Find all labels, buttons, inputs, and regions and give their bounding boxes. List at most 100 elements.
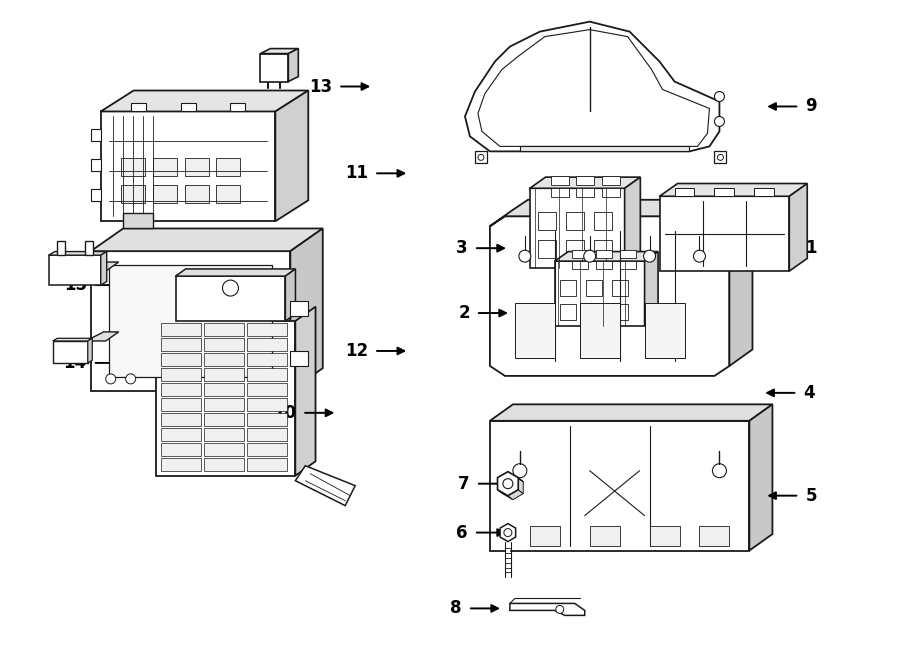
Bar	[121, 185, 145, 204]
Bar	[560, 280, 576, 296]
Bar	[204, 428, 244, 441]
Bar	[590, 525, 619, 545]
Bar	[58, 345, 83, 359]
Bar	[184, 185, 209, 204]
Polygon shape	[602, 188, 620, 197]
Text: 5: 5	[806, 486, 817, 504]
Polygon shape	[490, 421, 750, 551]
Circle shape	[503, 479, 513, 488]
Polygon shape	[91, 189, 101, 201]
Bar	[699, 525, 729, 545]
Polygon shape	[508, 472, 523, 482]
Bar	[184, 159, 209, 176]
Text: 15: 15	[64, 276, 86, 294]
Polygon shape	[490, 200, 752, 226]
Text: 8: 8	[451, 600, 462, 617]
Polygon shape	[577, 188, 594, 197]
Polygon shape	[230, 104, 246, 112]
Bar	[248, 428, 287, 441]
Bar	[248, 353, 287, 366]
Text: 10: 10	[274, 404, 296, 422]
Polygon shape	[490, 216, 729, 376]
Text: 9: 9	[806, 97, 817, 116]
Polygon shape	[660, 196, 789, 271]
Bar	[153, 159, 176, 176]
Polygon shape	[465, 22, 719, 151]
Polygon shape	[715, 188, 734, 196]
Circle shape	[513, 464, 526, 478]
Bar	[248, 443, 287, 455]
Bar	[109, 265, 273, 377]
Polygon shape	[498, 490, 513, 500]
Polygon shape	[49, 252, 107, 255]
Polygon shape	[88, 338, 93, 363]
Text: 11: 11	[346, 165, 368, 182]
Polygon shape	[572, 260, 589, 268]
Bar	[566, 212, 584, 230]
Bar	[248, 323, 287, 336]
Bar	[594, 212, 612, 230]
Polygon shape	[510, 603, 585, 615]
Polygon shape	[285, 269, 295, 321]
Circle shape	[519, 250, 531, 262]
Bar	[538, 212, 556, 230]
Polygon shape	[181, 104, 195, 112]
Polygon shape	[729, 210, 752, 366]
Bar	[204, 323, 244, 336]
Bar	[153, 185, 176, 204]
Polygon shape	[554, 252, 658, 261]
Circle shape	[717, 155, 724, 161]
Polygon shape	[577, 176, 594, 185]
Polygon shape	[596, 250, 612, 258]
Polygon shape	[530, 188, 625, 268]
Polygon shape	[91, 251, 291, 391]
Polygon shape	[291, 301, 309, 316]
Polygon shape	[91, 130, 101, 141]
Bar	[612, 280, 627, 296]
Polygon shape	[295, 466, 356, 506]
Polygon shape	[86, 262, 119, 271]
Circle shape	[504, 529, 512, 537]
Text: 14: 14	[64, 354, 86, 372]
Polygon shape	[176, 276, 285, 321]
Polygon shape	[620, 260, 636, 268]
Polygon shape	[123, 214, 153, 229]
Polygon shape	[500, 524, 516, 541]
Bar	[160, 368, 201, 381]
Bar	[160, 323, 201, 336]
Polygon shape	[101, 252, 107, 285]
Bar	[204, 413, 244, 426]
Polygon shape	[754, 188, 774, 196]
Circle shape	[478, 155, 484, 161]
Polygon shape	[91, 159, 101, 171]
Bar	[160, 398, 201, 411]
Bar	[217, 159, 240, 176]
Polygon shape	[498, 472, 518, 496]
Bar	[515, 303, 554, 358]
Text: 7: 7	[458, 475, 470, 492]
Bar	[160, 457, 201, 471]
Text: 1: 1	[806, 239, 817, 257]
Polygon shape	[49, 255, 101, 285]
Polygon shape	[291, 229, 323, 391]
Polygon shape	[57, 241, 65, 255]
Polygon shape	[101, 112, 275, 221]
Polygon shape	[644, 252, 658, 326]
Polygon shape	[156, 321, 295, 476]
Bar	[121, 159, 145, 176]
Circle shape	[694, 250, 706, 262]
Bar	[530, 525, 560, 545]
Circle shape	[222, 280, 239, 296]
Polygon shape	[554, 261, 644, 326]
Text: 3: 3	[456, 239, 468, 257]
Polygon shape	[551, 176, 569, 185]
Circle shape	[126, 374, 136, 384]
Circle shape	[556, 605, 563, 613]
Polygon shape	[596, 260, 612, 268]
Bar	[560, 304, 576, 320]
Text: 13: 13	[309, 77, 332, 95]
Polygon shape	[674, 188, 695, 196]
Polygon shape	[498, 472, 513, 482]
Circle shape	[715, 116, 724, 126]
Bar	[538, 240, 556, 258]
